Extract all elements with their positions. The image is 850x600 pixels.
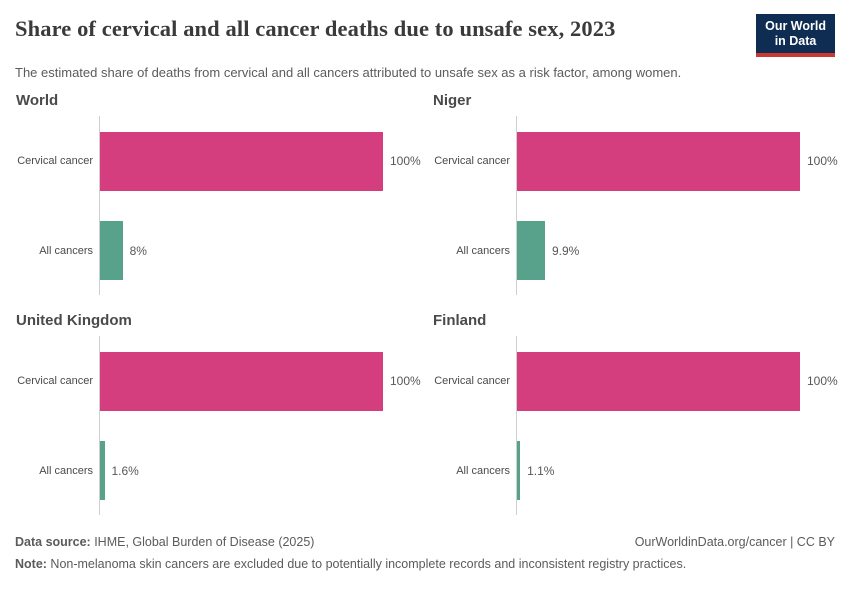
value-label: 1.6% (111, 463, 139, 478)
value-label: 9.9% (552, 243, 580, 258)
page-title: Share of cervical and all cancer deaths … (15, 16, 616, 41)
footer: Data source: IHME, Global Burden of Dise… (15, 534, 835, 573)
value-label: 100% (390, 154, 421, 169)
all-cancers-bar (517, 441, 521, 501)
value-label: 1.1% (527, 463, 555, 478)
category-label: All cancers (39, 244, 93, 257)
plot-area: 100% 1.6% (99, 336, 421, 516)
panel-niger: Niger Cervical cancer All cancers 100% 9.9% (432, 92, 838, 296)
panel-chart: Cervical cancer All cancers 100% 8% (15, 116, 421, 296)
panel-world: World Cervical cancer All cancers 100% 8% (15, 92, 421, 296)
plot-area: 100% 9.9% (516, 116, 838, 296)
plot-area: 100% 1.1% (516, 336, 838, 516)
panel-title: World (16, 92, 59, 110)
value-label: 8% (129, 243, 147, 258)
panels-grid: World Cervical cancer All cancers 100% 8% Nig… (15, 92, 838, 516)
owid-logo-line2: in Data (774, 33, 817, 48)
chart-subtitle: The estimated share of deaths from cervi… (15, 64, 682, 80)
bar-row: 100% (100, 336, 421, 426)
value-label: 100% (807, 374, 838, 389)
category-label: Cervical cancer (434, 375, 510, 388)
all-cancers-bar (517, 221, 545, 281)
data-source-label: Data source: (15, 535, 91, 550)
panel-title: Finland (433, 312, 487, 330)
bar-row: 9.9% (517, 206, 838, 296)
plot-area: 100% 8% (99, 116, 421, 296)
bar-row: 100% (517, 116, 838, 206)
attribution-link[interactable]: OurWorldinData.org/cancer | CC BY (634, 535, 835, 550)
value-label: 100% (390, 374, 421, 389)
owid-logo-line1: Our World (765, 19, 826, 33)
category-labels: Cervical cancer All cancers (15, 116, 99, 295)
note-value: Non-melanoma skin cancers are excluded d… (46, 557, 687, 572)
cervical-cancer-bar (517, 351, 800, 411)
bar-row: 8% (100, 206, 421, 296)
panel-chart: Cervical cancer All cancers 100% 1.1% (432, 336, 838, 516)
bar-row: 1.6% (100, 426, 421, 516)
bar-row: 1.1% (517, 426, 838, 516)
note-label: Note: (15, 557, 47, 572)
cervical-cancer-bar (517, 131, 800, 191)
bar-row: 100% (517, 336, 838, 426)
value-label: 100% (807, 154, 838, 169)
bar-row: 100% (100, 116, 421, 206)
category-label: Cervical cancer (434, 155, 510, 168)
data-source: Data source: IHME, Global Burden of Dise… (15, 534, 314, 551)
panel-title: United Kingdom (16, 312, 132, 330)
category-labels: Cervical cancer All cancers (432, 336, 516, 515)
all-cancers-bar (100, 221, 123, 281)
category-label: All cancers (456, 244, 510, 257)
header: Share of cervical and all cancer deaths … (15, 14, 835, 57)
all-cancers-bar (100, 441, 105, 501)
category-label: Cervical cancer (17, 155, 93, 168)
category-label: Cervical cancer (17, 375, 93, 388)
cervical-cancer-bar (100, 351, 383, 411)
panel-chart: Cervical cancer All cancers 100% 1.6% (15, 336, 421, 516)
category-label: All cancers (456, 464, 510, 477)
panel-title: Niger (433, 92, 472, 110)
category-labels: Cervical cancer All cancers (432, 116, 516, 295)
note: Note: Non-melanoma skin cancers are excl… (15, 556, 835, 573)
category-labels: Cervical cancer All cancers (15, 336, 99, 515)
data-source-value: IHME, Global Burden of Disease (2025) (90, 535, 315, 550)
owid-logo: Our World in Data (756, 14, 835, 57)
panel-finland: Finland Cervical cancer All cancers 100% 1.1… (432, 312, 838, 516)
panel-chart: Cervical cancer All cancers 100% 9.9% (432, 116, 838, 296)
panel-united-kingdom: United Kingdom Cervical cancer All cancers… (15, 312, 421, 516)
category-label: All cancers (39, 464, 93, 477)
cervical-cancer-bar (100, 131, 383, 191)
